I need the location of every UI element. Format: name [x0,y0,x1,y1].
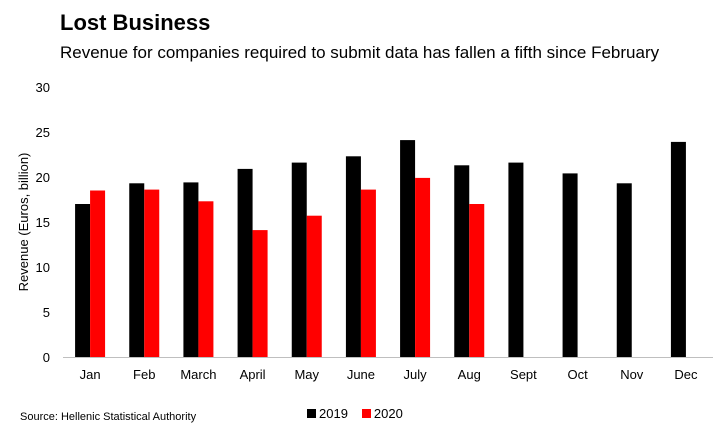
x-tick-label: July [404,367,428,382]
bar-2019-jan [75,204,91,357]
x-tick-label: June [347,367,375,382]
bar-2020-aug [469,204,485,357]
y-tick-label: 5 [43,305,50,320]
legend-swatch-2019 [307,409,316,418]
y-tick-label: 10 [36,260,50,275]
legend-item-2020: 2020 [361,406,403,421]
y-tick-label: 20 [36,170,50,185]
bar-2019-july [400,140,416,357]
bar-2019-march [183,182,199,357]
bar-2020-july [415,177,431,357]
y-tick-label: 0 [43,350,50,365]
y-tick-label: 15 [36,215,50,230]
legend-label-2020: 2020 [373,406,403,421]
bar-2019-feb [129,183,145,357]
x-tick-label: Feb [133,367,155,382]
x-tick-label: Jan [80,367,101,382]
bar-2020-jan [90,190,106,357]
bar-2020-may [306,215,322,357]
chart-subtitle: Revenue for companies required to submit… [60,43,660,62]
y-axis-label: Revenue (Euros, billion) [16,153,31,292]
x-tick-label: Dec [674,367,698,382]
legend-label-2019: 2019 [319,406,348,421]
bar-2019-april [237,168,253,357]
bar-2020-march [198,201,214,357]
bar-2020-april [252,230,268,357]
bar-2019-may [291,162,307,357]
x-tick-label: May [294,367,319,382]
source-note: Source: Hellenic Statistical Authority [20,411,197,423]
x-tick-label: March [180,367,216,382]
chart-title: Lost Business [60,10,211,35]
bar-2020-feb [144,189,160,357]
bar-2019-oct [562,173,578,357]
x-tick-label: April [240,367,266,382]
legend-swatch-2020 [361,409,371,418]
x-tick-label: Sept [510,367,537,382]
x-tick-label: Nov [620,367,644,382]
x-tick-label: Aug [458,367,481,382]
bar-2019-june [345,156,361,357]
bar-2019-aug [454,165,470,357]
bar-2019-sept [508,162,524,357]
x-tick-label: Oct [567,367,588,382]
legend-item-2019: 2019 [307,406,348,421]
bar-2019-dec [670,141,686,357]
legend: 2019 2020 [307,406,413,421]
bar-2019-nov [616,183,632,357]
bar-2020-june [360,189,376,357]
y-tick-label: 30 [36,80,50,95]
y-tick-label: 25 [36,125,50,140]
